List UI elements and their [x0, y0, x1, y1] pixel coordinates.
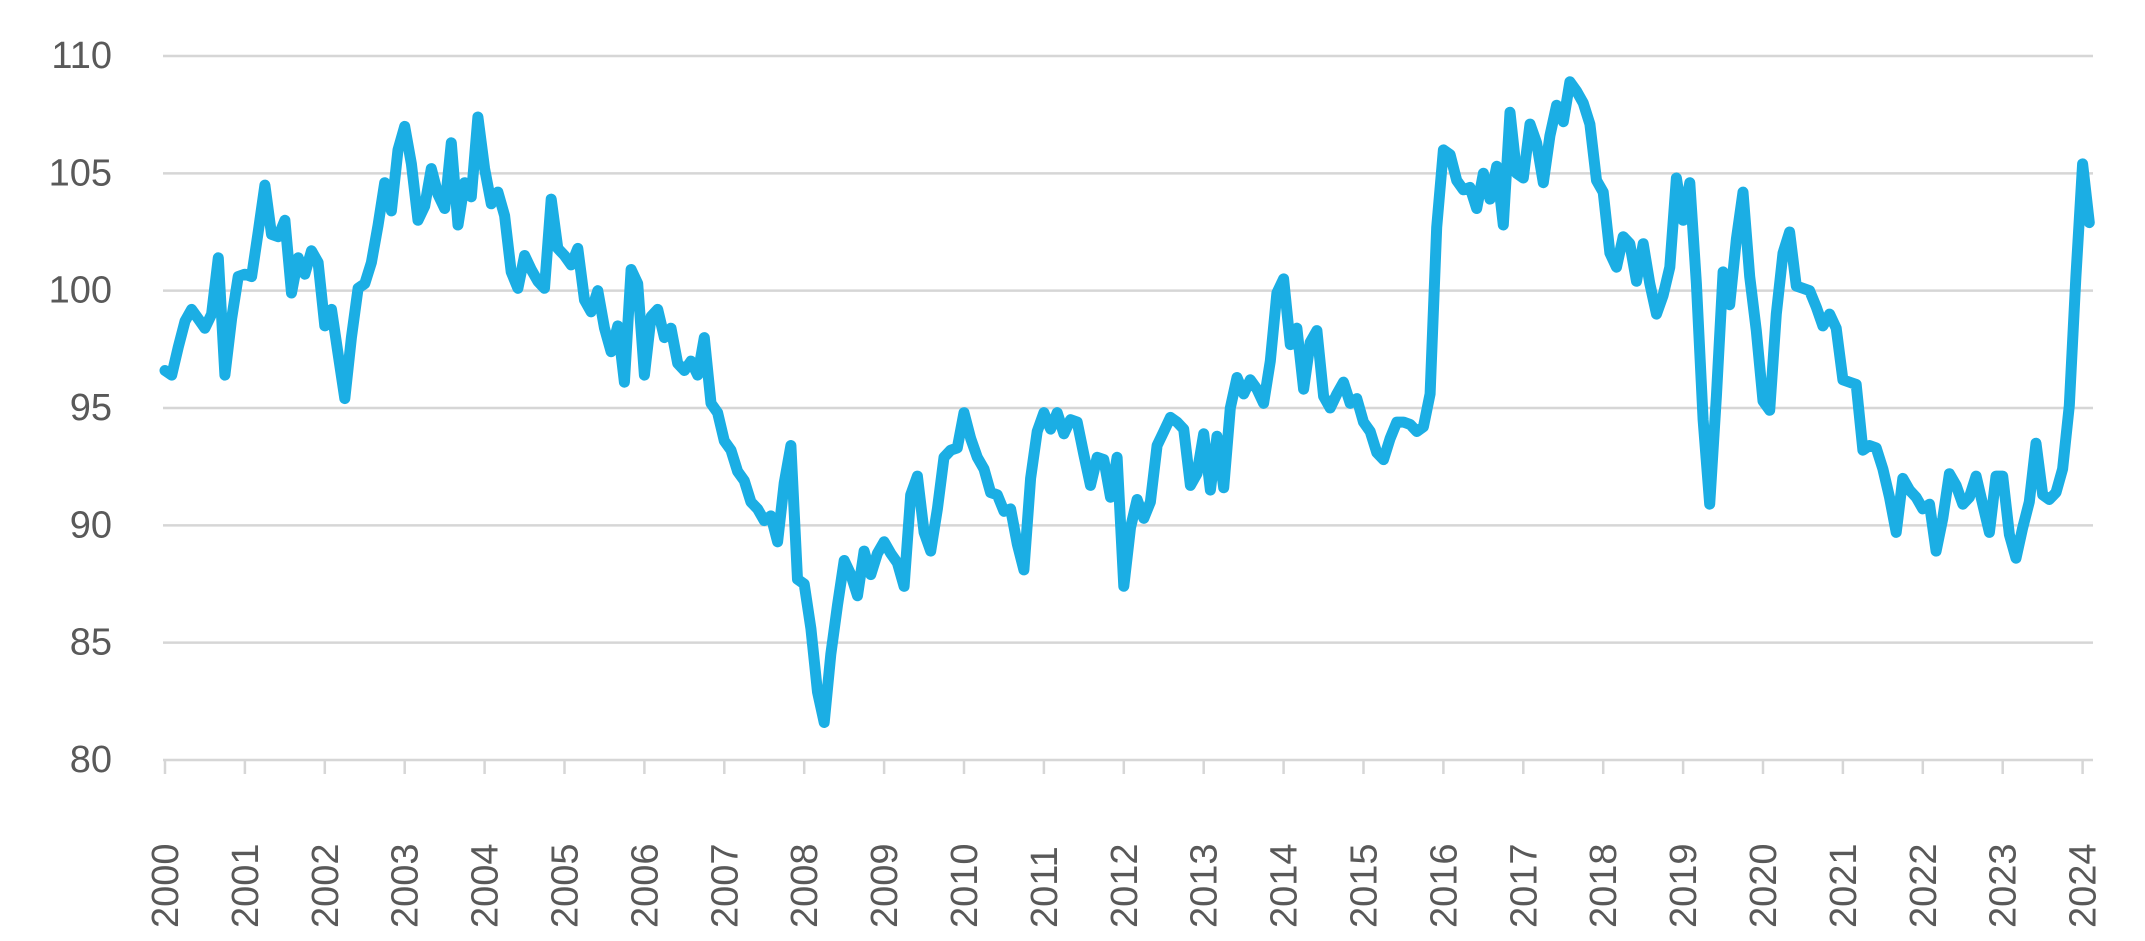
x-axis-label-2011: 2011	[1024, 846, 1066, 928]
x-axis-label-2012: 2012	[1104, 843, 1146, 928]
data-series-line	[159, 76, 2095, 728]
x-axis-label-2004: 2004	[465, 843, 507, 928]
x-axis-label-2001: 2001	[225, 843, 267, 928]
x-axis-label-2010: 2010	[944, 843, 986, 928]
y-axis-label-95: 95	[70, 387, 112, 429]
x-axis-label-2022: 2022	[1903, 843, 1945, 928]
x-axis-label-2003: 2003	[385, 843, 427, 928]
x-axis-label-2024: 2024	[2063, 843, 2105, 928]
x-axis-label-2014: 2014	[1264, 843, 1306, 928]
x-axis-label-2020: 2020	[1743, 843, 1785, 928]
x-axis-label-2015: 2015	[1344, 843, 1386, 928]
x-axis-label-2005: 2005	[545, 843, 587, 928]
x-axis-label-2023: 2023	[1983, 843, 2025, 928]
x-axis-label-2013: 2013	[1184, 843, 1226, 928]
x-axis-label-2000: 2000	[145, 843, 187, 928]
x-axis-label-2002: 2002	[305, 843, 347, 928]
x-axis-label-2009: 2009	[864, 843, 906, 928]
y-axis-label-90: 90	[70, 504, 112, 546]
y-axis-label-80: 80	[70, 739, 112, 781]
x-axis-label-2016: 2016	[1423, 843, 1465, 928]
y-axis-label-105: 105	[49, 152, 112, 194]
x-axis-label-2018: 2018	[1583, 843, 1625, 928]
x-axis-label-2017: 2017	[1503, 843, 1545, 928]
y-axis-label-100: 100	[49, 270, 112, 312]
y-axis-label-85: 85	[70, 622, 112, 664]
x-axis-label-2008: 2008	[784, 843, 826, 928]
x-axis-label-2021: 2021	[1823, 843, 1865, 928]
y-axis-label-110: 110	[51, 35, 112, 77]
x-axis-label-2006: 2006	[624, 843, 666, 928]
x-axis-label-2007: 2007	[704, 843, 746, 928]
x-axis-label-2019: 2019	[1663, 843, 1705, 928]
